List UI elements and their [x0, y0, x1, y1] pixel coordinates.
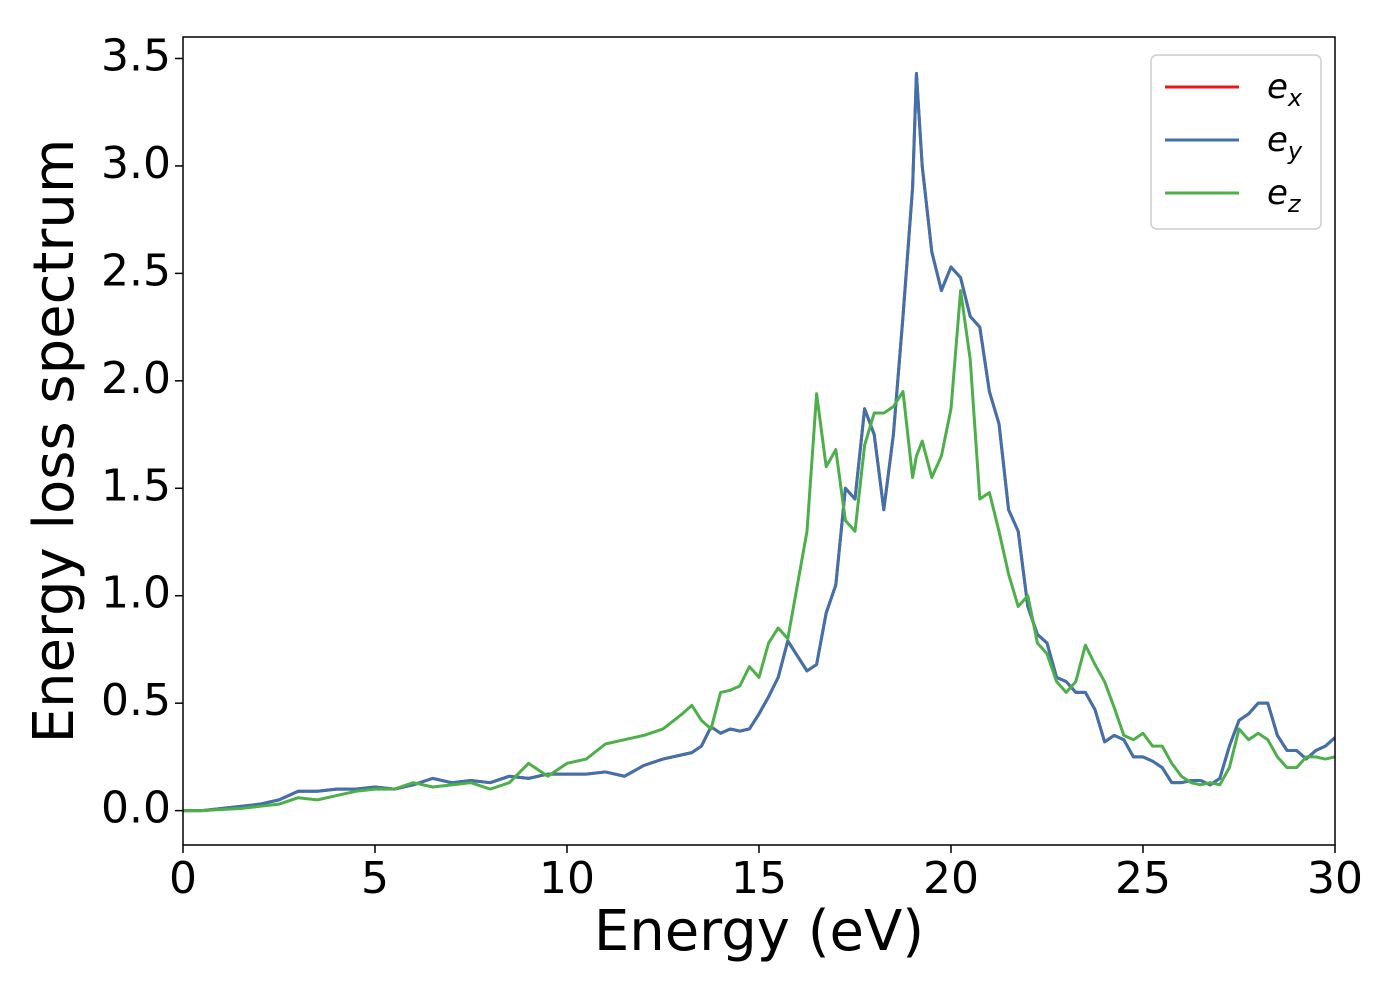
x-tick-label: 30 [1307, 853, 1363, 904]
y-axis-label: Energy loss spectrum [22, 139, 87, 744]
x-tick-label: 5 [361, 853, 389, 904]
x-axis-label: Energy (eV) [594, 899, 924, 964]
x-tick-label: 25 [1115, 853, 1171, 904]
legend-box [1150, 54, 1322, 230]
legend-name: e [1267, 120, 1288, 160]
x-tick-label: 20 [923, 853, 979, 904]
series-line [183, 289, 1335, 813]
legend-label: ez [1267, 173, 1302, 218]
legend-subscript: z [1287, 190, 1302, 218]
legend-label: ey [1267, 120, 1303, 165]
x-tick-label: 10 [539, 853, 595, 904]
y-tick-label: 1.0 [101, 568, 171, 619]
x-tick-label: 15 [731, 853, 787, 904]
legend-label: ex [1267, 67, 1303, 112]
y-tick-label: 2.0 [101, 353, 171, 404]
y-tick-label: 2.5 [101, 245, 171, 296]
y-tick-label: 0.5 [101, 675, 171, 726]
series-line [183, 72, 1335, 813]
legend-subscript: x [1287, 84, 1303, 112]
legend-subscript: y [1287, 137, 1303, 165]
plot-frame [182, 36, 1336, 846]
legend-name: e [1267, 173, 1288, 213]
y-tick-label: 3.5 [101, 30, 171, 81]
x-tick-label: 0 [169, 853, 197, 904]
y-tick-label: 1.5 [101, 460, 171, 511]
y-tick-label: 0.0 [101, 783, 171, 834]
y-tick-label: 3.0 [101, 138, 171, 189]
legend-name: e [1267, 67, 1288, 107]
